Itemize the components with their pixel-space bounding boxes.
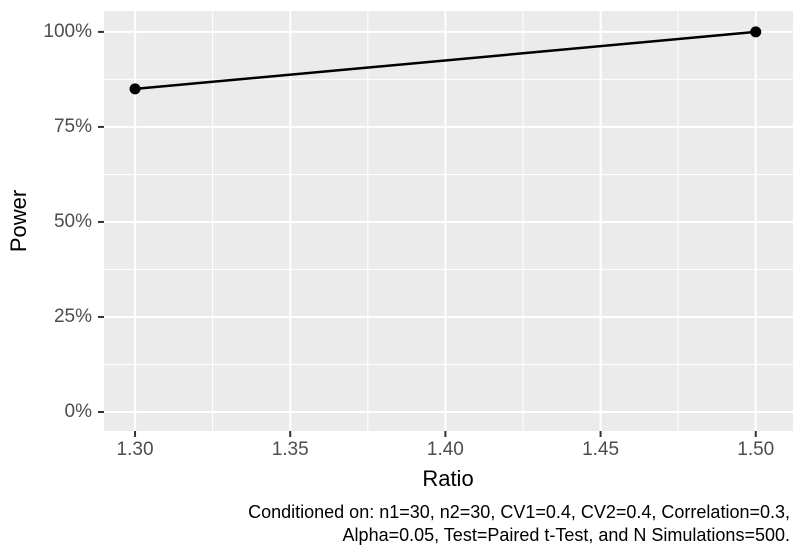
x-axis-title: Ratio bbox=[422, 466, 474, 491]
caption-line-1: Conditioned on: n1=30, n2=30, CV1=0.4, C… bbox=[248, 502, 790, 522]
y-tick-label: 50% bbox=[53, 210, 92, 232]
x-tick-label: 1.30 bbox=[116, 439, 154, 460]
y-tick-label: 25% bbox=[53, 305, 92, 327]
x-tick-label: 1.40 bbox=[426, 439, 464, 460]
x-tick-label: 1.50 bbox=[737, 439, 775, 460]
data-point bbox=[129, 83, 141, 95]
y-tick-label: 75% bbox=[53, 115, 92, 137]
x-tick-label: 1.35 bbox=[271, 439, 309, 460]
y-tick-label: 100% bbox=[43, 20, 92, 42]
caption-line-2: Alpha=0.05, Test=Paired t-Test, and N Si… bbox=[342, 525, 790, 545]
series-line bbox=[134, 30, 756, 91]
y-tick-label: 0% bbox=[64, 400, 92, 422]
data-point bbox=[750, 26, 762, 38]
caption: Conditioned on: n1=30, n2=30, CV1=0.4, C… bbox=[248, 501, 790, 547]
x-tick-label: 1.45 bbox=[582, 439, 620, 460]
